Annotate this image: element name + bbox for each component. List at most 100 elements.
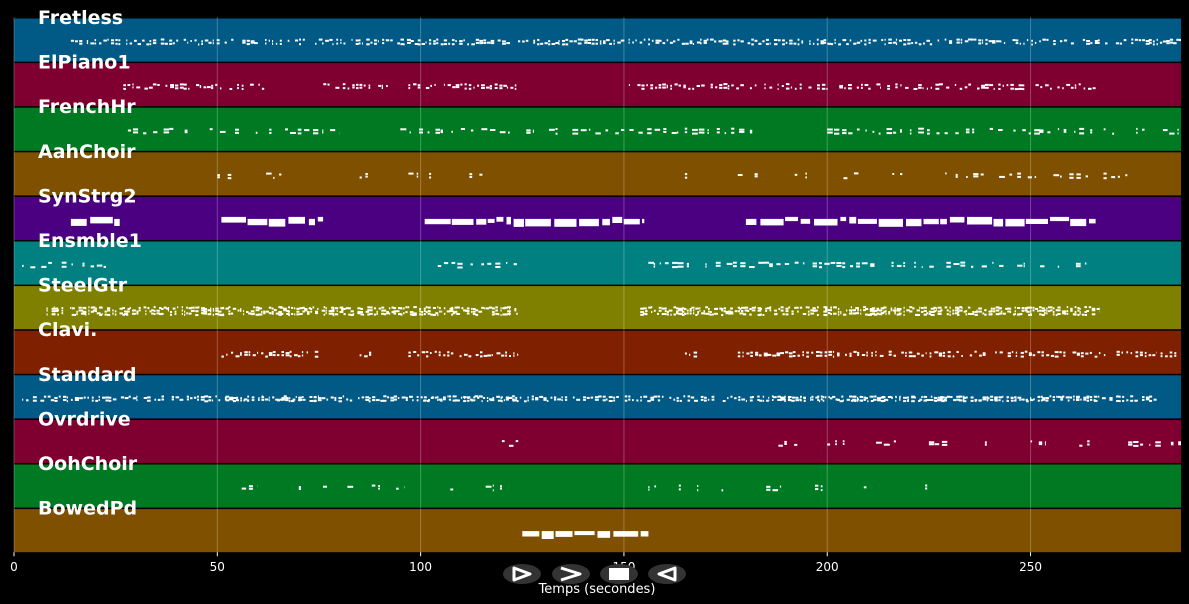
note-mark [823,310,828,313]
note-mark [209,128,213,131]
note-mark [437,314,439,316]
note-mark [437,265,442,267]
note-mark [1038,443,1043,446]
note-mark [982,41,984,44]
note-mark [758,354,762,357]
note-mark [647,400,651,403]
note-mark [811,351,814,354]
note-mark [1084,306,1087,309]
note-mark [815,396,819,399]
note-mark [887,87,890,90]
note-mark [132,83,134,86]
note-mark [347,87,350,90]
next-button[interactable] [552,564,590,584]
note-mark [861,86,863,89]
note-mark [1035,84,1039,87]
note-mark [612,216,623,223]
note-mark [483,307,486,310]
note-mark [432,313,436,316]
note-mark [378,84,382,87]
note-mark [54,399,58,402]
note-mark [531,398,534,401]
note-mark [1054,351,1059,354]
note-mark [437,399,439,401]
note-mark [154,398,157,401]
note-mark [909,306,913,309]
note-mark [488,306,493,309]
note-mark [397,42,401,45]
note-mark [701,312,705,315]
note-mark [407,306,410,309]
note-mark [769,42,771,45]
note-mark [475,309,479,312]
note-mark [797,306,799,309]
note-mark [1063,129,1067,131]
note-mark [780,306,784,309]
note-mark [1105,42,1108,45]
note-mark [999,351,1003,354]
note-mark [365,175,368,178]
note-mark [1130,352,1133,355]
stop-button[interactable] [600,564,638,584]
note-mark [86,42,89,45]
note-mark [849,39,852,42]
note-mark [41,265,47,268]
note-mark [784,443,787,445]
note-mark [287,39,290,42]
note-mark [61,312,64,315]
note-mark [865,129,867,132]
note-mark [1072,351,1077,354]
track-label: Standard [38,364,137,386]
note-mark [903,310,905,313]
note-mark [681,307,685,310]
note-mark [835,306,837,309]
note-mark [953,399,957,402]
note-mark [1007,310,1011,313]
note-mark [921,266,923,269]
note-mark [421,313,424,316]
note-mark [152,83,157,86]
note-mark [417,354,420,357]
note-mark [101,313,103,315]
note-mark [1160,355,1163,358]
note-mark [184,129,188,132]
note-mark [765,307,768,310]
note-mark [338,400,342,403]
note-mark [710,86,713,89]
note-mark [772,489,779,492]
note-mark [1079,127,1085,130]
note-mark [471,310,473,313]
play-button[interactable] [503,564,541,584]
note-mark [95,399,99,402]
note-mark [956,398,961,401]
note-mark [982,396,987,399]
note-mark [782,313,785,316]
note-mark [237,87,239,90]
note-mark [503,399,505,402]
note-mark [739,312,742,315]
note-mark [373,313,377,316]
note-mark [834,395,836,398]
note-mark [788,397,790,400]
note-mark [680,309,683,312]
note-mark [1149,399,1153,402]
previous-button[interactable] [648,564,686,584]
note-mark [781,396,785,399]
note-mark [447,395,449,398]
note-mark [812,262,817,265]
note-mark [719,84,723,87]
note-mark [179,86,184,89]
note-mark [423,313,426,316]
note-mark [1123,39,1127,42]
note-mark [1035,307,1039,310]
note-mark [918,127,924,130]
note-mark [974,350,977,353]
note-mark [628,398,631,401]
note-mark [57,309,59,312]
note-mark [785,41,788,44]
note-mark [856,398,859,401]
note-mark [762,399,765,402]
note-mark [714,40,717,43]
note-mark [417,43,421,46]
note-mark [1048,310,1051,313]
